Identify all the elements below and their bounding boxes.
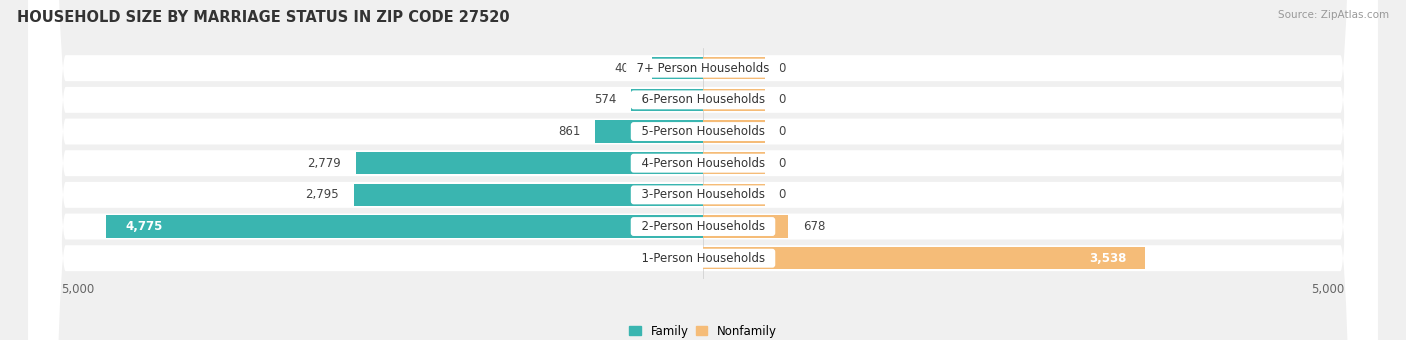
Text: 1-Person Households: 1-Person Households xyxy=(634,252,772,265)
FancyBboxPatch shape xyxy=(28,0,1378,340)
Text: 0: 0 xyxy=(778,125,786,138)
Text: 0: 0 xyxy=(778,188,786,201)
Text: 4,775: 4,775 xyxy=(125,220,162,233)
Text: 574: 574 xyxy=(593,94,616,106)
Bar xyxy=(703,120,765,142)
Bar xyxy=(595,120,703,142)
Text: 4-Person Households: 4-Person Households xyxy=(634,157,772,170)
Bar xyxy=(703,89,765,111)
Bar xyxy=(703,247,1144,269)
Text: 6-Person Households: 6-Person Households xyxy=(634,94,772,106)
Bar xyxy=(354,184,703,206)
Bar xyxy=(652,57,703,79)
Text: 861: 861 xyxy=(558,125,581,138)
Text: 3-Person Households: 3-Person Households xyxy=(634,188,772,201)
Text: HOUSEHOLD SIZE BY MARRIAGE STATUS IN ZIP CODE 27520: HOUSEHOLD SIZE BY MARRIAGE STATUS IN ZIP… xyxy=(17,10,509,25)
Text: 5-Person Households: 5-Person Households xyxy=(634,125,772,138)
Text: 2,795: 2,795 xyxy=(305,188,339,201)
FancyBboxPatch shape xyxy=(28,0,1378,340)
Text: 0: 0 xyxy=(778,94,786,106)
Text: Source: ZipAtlas.com: Source: ZipAtlas.com xyxy=(1278,10,1389,20)
Bar xyxy=(703,57,765,79)
FancyBboxPatch shape xyxy=(28,0,1378,340)
Bar xyxy=(356,152,703,174)
Bar xyxy=(703,152,765,174)
Text: 7+ Person Households: 7+ Person Households xyxy=(628,62,778,75)
Bar xyxy=(631,89,703,111)
FancyBboxPatch shape xyxy=(28,0,1378,340)
Legend: Family, Nonfamily: Family, Nonfamily xyxy=(624,320,782,340)
Bar xyxy=(107,216,703,238)
Bar xyxy=(703,184,765,206)
Text: 2,779: 2,779 xyxy=(307,157,340,170)
Text: 2-Person Households: 2-Person Households xyxy=(634,220,772,233)
Text: 0: 0 xyxy=(778,157,786,170)
FancyBboxPatch shape xyxy=(28,0,1378,340)
FancyBboxPatch shape xyxy=(28,0,1378,340)
Bar xyxy=(703,216,787,238)
Text: 678: 678 xyxy=(803,220,825,233)
Text: 0: 0 xyxy=(778,62,786,75)
Text: 408: 408 xyxy=(614,62,637,75)
Text: 3,538: 3,538 xyxy=(1090,252,1126,265)
FancyBboxPatch shape xyxy=(28,0,1378,340)
